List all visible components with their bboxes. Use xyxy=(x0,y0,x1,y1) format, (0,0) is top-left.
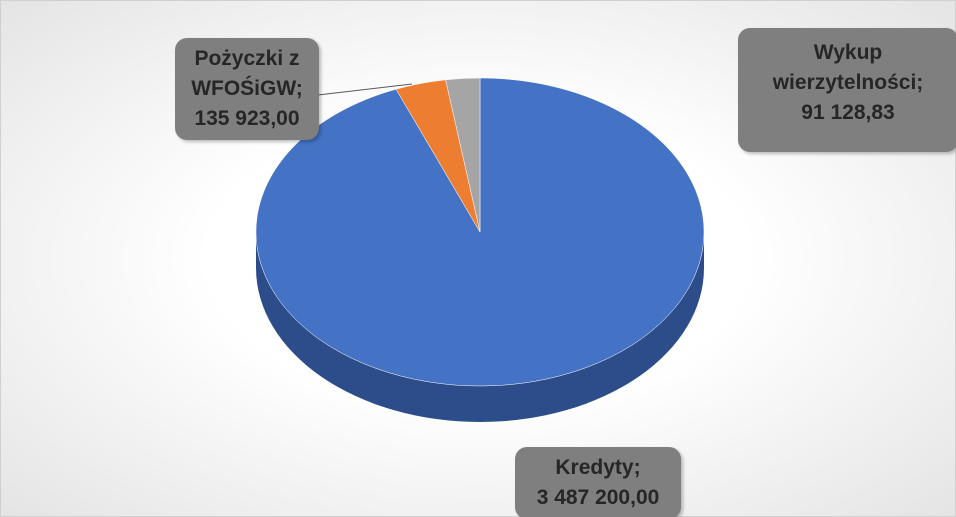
data-label: Kredyty; 3 487 200,00 xyxy=(515,447,681,517)
category-label: Kredyty xyxy=(555,456,634,479)
value-label: 3 487 200,00 xyxy=(536,486,660,509)
label-separator: ; xyxy=(633,456,641,479)
pie-side xyxy=(256,232,704,422)
label-separator: ; xyxy=(295,77,303,100)
leader-line xyxy=(317,83,413,96)
value-label: 91 128,83 xyxy=(801,101,895,124)
data-label: Pożyczki z WFOŚiGW; 135 923,00 xyxy=(175,38,319,140)
category-label: Wykup wierzytelności xyxy=(772,41,917,94)
pie-slice xyxy=(445,77,481,233)
data-label: Wykup wierzytelności; 91 128,83 xyxy=(738,28,956,152)
category-label: Pożyczki z WFOŚiGW xyxy=(191,47,300,100)
label-separator: ; xyxy=(916,71,924,94)
value-label: 135 923,00 xyxy=(194,107,300,130)
